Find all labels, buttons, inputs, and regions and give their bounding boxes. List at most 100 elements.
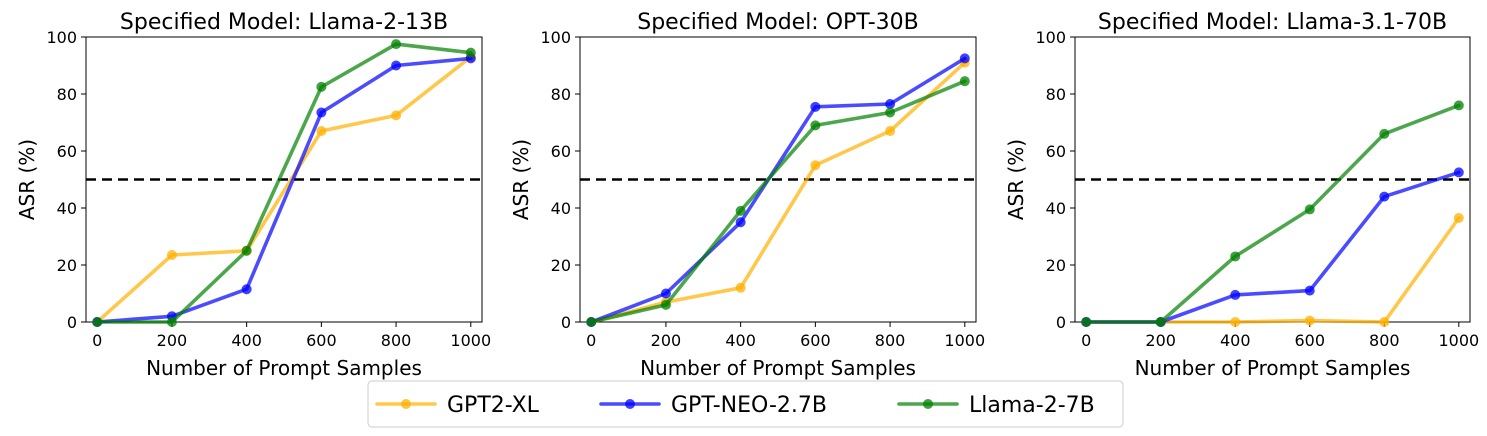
legend: GPT2-XL GPT-NEO-2.7B Llama-2-7B [367,380,1124,428]
data-point-gpt2xl [1304,315,1315,326]
data-point-gpt2xl [1230,317,1241,327]
data-point-llama27b [465,47,476,58]
y-tick-label: 100 [1035,28,1066,47]
y-tick-label: 60 [551,142,571,161]
legend-entry-gpt2xl: GPT2-XL [375,393,540,418]
x-tick-label: 0 [586,331,596,350]
legend-entry-llama27b: Llama-2-7B [897,393,1095,418]
data-point-gptneo [391,60,402,71]
x-tick-label: 400 [725,331,756,350]
data-point-llama27b [885,107,896,118]
y-tick-label: 40 [1046,199,1066,218]
data-point-llama27b [1379,128,1390,139]
series-gpt2xl [1081,212,1464,327]
chart-title: Specified Model: Llama-3.1-70B [1098,10,1447,35]
legend-marker [401,399,411,409]
data-point-llama27b [1230,251,1241,262]
y-tick-label: 40 [551,199,571,218]
legend-label: GPT-NEO-2.7B [671,393,827,418]
data-point-llama27b [1081,317,1092,327]
data-point-gptneo [660,288,671,299]
data-point-llama27b [959,76,970,87]
legend-marker [923,399,933,409]
data-point-gpt2xl [735,282,746,293]
chart-title: Specified Model: Llama-2-13B [120,10,448,35]
data-point-llama27b [92,317,103,327]
series-llama27b [1081,100,1464,327]
data-point-gptneo [810,101,821,112]
series-llama27b [586,76,970,327]
x-tick-label: 600 [1294,331,1325,350]
data-point-gptneo [316,107,327,118]
x-axis-label: Number of Prompt Samples [1135,356,1411,380]
x-tick-label: 400 [1220,331,1251,350]
x-axis-label: Number of Prompt Samples [146,356,422,380]
data-point-gpt2xl [810,160,821,171]
chart-title: Specified Model: OPT-30B [637,10,919,35]
y-tick-label: 0 [1056,313,1066,332]
x-tick-label: 0 [1081,331,1091,350]
y-tick-label: 60 [57,142,77,161]
series-line-gptneo [589,56,967,324]
x-tick-label: 800 [875,331,906,350]
data-point-gptneo [1304,285,1315,296]
y-axis-label: ASR (%) [509,139,533,220]
data-point-llama27b [1304,204,1315,215]
series-line-llama27b [1084,103,1461,324]
x-tick-label: 800 [381,331,412,350]
series-line-gpt2xl [95,55,473,324]
y-tick-label: 0 [67,313,77,332]
data-point-llama27b [391,39,402,50]
data-point-llama27b [660,299,671,310]
x-tick-label: 200 [157,331,188,350]
series-line-gptneo [95,56,473,324]
y-tick-label: 60 [1046,142,1066,161]
series-gptneo [1081,167,1464,327]
y-tick-label: 20 [1046,256,1066,275]
x-tick-label: 1000 [944,331,985,350]
y-tick-label: 80 [551,85,571,104]
data-point-gpt2xl [391,110,402,121]
data-point-gpt2xl [1453,212,1464,223]
data-point-gptneo [1453,167,1464,178]
y-tick-label: 0 [561,313,571,332]
y-tick-label: 20 [551,256,571,275]
data-point-gptneo [1230,289,1241,300]
data-point-gptneo [1379,191,1390,202]
y-tick-label: 100 [46,28,77,47]
data-point-gptneo [885,98,896,109]
data-point-gpt2xl [885,126,896,137]
x-tick-label: 0 [92,331,102,350]
x-tick-label: 600 [800,331,831,350]
legend-label: GPT2-XL [447,393,540,418]
y-tick-label: 80 [57,85,77,104]
data-point-gpt2xl [316,126,327,137]
y-tick-label: 80 [1046,85,1066,104]
series-line-llama27b [95,42,473,324]
x-tick-label: 1000 [1438,331,1479,350]
legend-marker [625,399,635,409]
data-point-gptneo [959,53,970,64]
legend-label: Llama-2-7B [969,393,1095,418]
data-point-llama27b [810,120,821,131]
x-tick-label: 200 [1145,331,1176,350]
data-point-gpt2xl [1379,317,1390,327]
x-tick-label: 1000 [450,331,491,350]
series-gptneo [586,53,970,327]
data-point-llama27b [241,245,252,256]
y-tick-label: 100 [540,28,571,47]
y-axis-label: ASR (%) [15,139,39,220]
y-tick-label: 40 [57,199,77,218]
y-axis-label: ASR (%) [1004,139,1028,220]
series-gpt2xl [92,51,476,327]
data-point-llama27b [316,81,327,92]
data-point-llama27b [735,205,746,216]
series-line-gptneo [1084,170,1461,324]
data-point-gptneo [735,217,746,228]
series-llama27b [92,39,476,327]
data-point-llama27b [166,317,177,327]
